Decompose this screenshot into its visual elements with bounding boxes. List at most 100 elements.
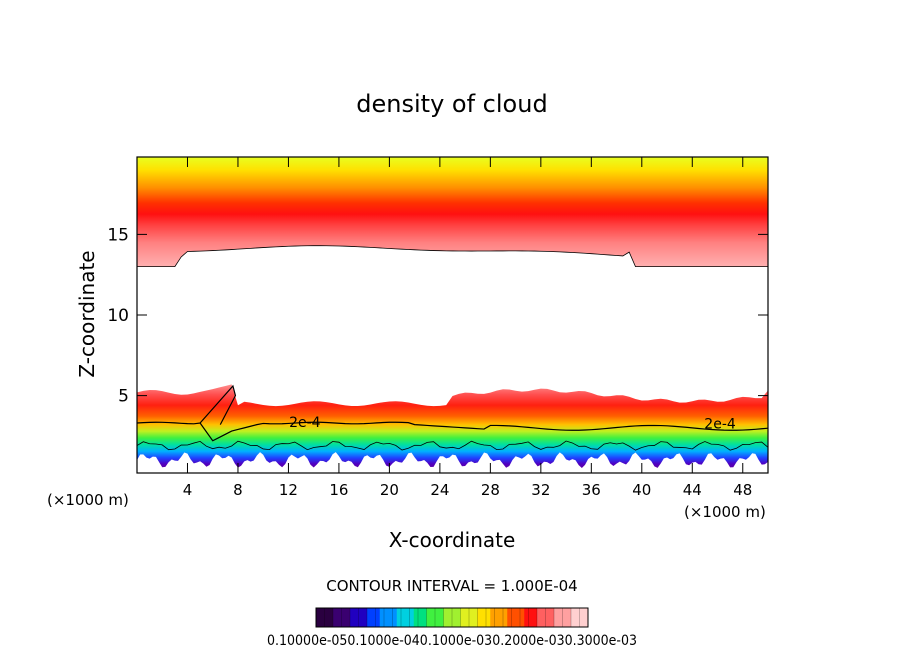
colorbar-cell [341, 608, 347, 627]
colorbar-cell [554, 608, 559, 627]
colorbar-cell [447, 608, 453, 627]
x-tick-label: 40 [632, 481, 651, 499]
colorbar-cell [405, 608, 410, 627]
colorbar-cell [511, 608, 517, 627]
colorbar-cell [520, 608, 525, 627]
contour-label: 2e-4 [289, 415, 321, 431]
y-axis-label: Z-coordinate [75, 250, 99, 377]
colorbar-cell [558, 608, 563, 627]
colorbar-cell [409, 608, 415, 627]
colorbar-cell [566, 608, 572, 627]
colorbar-cell [460, 608, 466, 627]
x-tick-label: 24 [430, 481, 449, 499]
colorbar-cell [490, 608, 495, 627]
colorbar-cell [333, 608, 338, 627]
colorbar-cell [532, 608, 538, 627]
colorbar-cell [537, 608, 542, 627]
colorbar-cell [571, 608, 576, 627]
colorbar-cell [583, 608, 589, 627]
colorbar-cell [503, 608, 508, 627]
colorbar-cell [549, 608, 555, 627]
colorbar-cell [350, 608, 355, 627]
colorbar-cell [439, 608, 444, 627]
x-tick-label: 8 [233, 481, 243, 499]
upper-layer-edge [137, 245, 768, 268]
colorbar-cell [452, 608, 457, 627]
contour-2e-4 [137, 384, 768, 442]
x-unit-left: (×1000 m) [47, 491, 129, 509]
colorbar-cell [413, 608, 419, 627]
colorbar-cell [379, 608, 385, 627]
colorbar-cell [469, 608, 474, 627]
colorbar-cell [524, 608, 529, 627]
colorbar-cell [473, 608, 478, 627]
colorbar-cell [562, 608, 568, 627]
colorbar-cell [337, 608, 342, 627]
x-tick-label: 28 [481, 481, 500, 499]
colorbar-cell [384, 608, 389, 627]
colorbar-cell [401, 608, 406, 627]
x-axis-ticks: 4 8 12 16 20 24 28 32 36 40 44 48 [183, 157, 752, 499]
colorbar-cell [354, 608, 359, 627]
x-unit-right: (×1000 m) [684, 503, 766, 521]
colorbar-cell [426, 608, 432, 627]
colorbar-cell [477, 608, 483, 627]
x-tick-label: 16 [329, 481, 348, 499]
chart-title: density of cloud [356, 90, 547, 118]
colorbar-cell [345, 608, 351, 627]
colorbar-cell [435, 608, 440, 627]
colorbar-cell [392, 608, 398, 627]
colorbar [315, 608, 589, 627]
colorbar-cell [494, 608, 500, 627]
y-tick-label: 5 [118, 387, 129, 407]
contour-labels: 2e-4 2e-4 [289, 415, 736, 433]
x-tick-label: 44 [683, 481, 702, 499]
colorbar-cell [328, 608, 334, 627]
contour-label: 2e-4 [704, 417, 736, 433]
colorbar-cell [528, 608, 534, 627]
upper-cloud-layer [137, 157, 768, 267]
colorbar-cell [456, 608, 461, 627]
colorbar-cell [464, 608, 470, 627]
colorbar-cell [541, 608, 546, 627]
colorbar-cell [362, 608, 368, 627]
colorbar-cell [481, 608, 487, 627]
colorbar-cell [320, 608, 325, 627]
colorbar-cell [579, 608, 585, 627]
colorbar-cell [515, 608, 521, 627]
colorbar-cell [375, 608, 381, 627]
colorbar-cell [418, 608, 423, 627]
colorbar-cell [498, 608, 504, 627]
x-axis-label: X-coordinate [389, 528, 516, 552]
colorbar-labels: 0.10000e-050.1000e-040.1000e-030.2000e-0… [267, 633, 637, 649]
colorbar-cell [358, 608, 364, 627]
colorbar-cell [371, 608, 376, 627]
colorbar-cell [388, 608, 393, 627]
x-tick-label: 48 [733, 481, 752, 499]
colorbar-cell [443, 608, 449, 627]
colorbar-cell [507, 608, 512, 627]
colorbar-cell [545, 608, 551, 627]
colorbar-cell [575, 608, 580, 627]
colorbar-cell [324, 608, 330, 627]
x-tick-label: 32 [531, 481, 550, 499]
lower-cloud-layer [137, 384, 768, 469]
contour-lower [137, 440, 768, 451]
colorbar-cell [367, 608, 372, 627]
colorbar-cell [316, 608, 321, 627]
y-tick-label: 10 [107, 306, 129, 326]
colorbar-cell [486, 608, 491, 627]
colorbar-cell [430, 608, 436, 627]
y-axis-ticks: 5 10 15 [107, 225, 768, 407]
y-tick-label: 15 [107, 225, 129, 245]
colorbar-frame [315, 607, 589, 628]
plot-area [137, 157, 768, 469]
x-tick-label: 36 [582, 481, 601, 499]
x-tick-label: 4 [183, 481, 193, 499]
colorbar-cell [396, 608, 402, 627]
colorbar-cell [422, 608, 427, 627]
x-tick-label: 20 [380, 481, 399, 499]
x-tick-label: 12 [279, 481, 298, 499]
contour-interval-text: CONTOUR INTERVAL = 1.000E-04 [326, 577, 577, 595]
